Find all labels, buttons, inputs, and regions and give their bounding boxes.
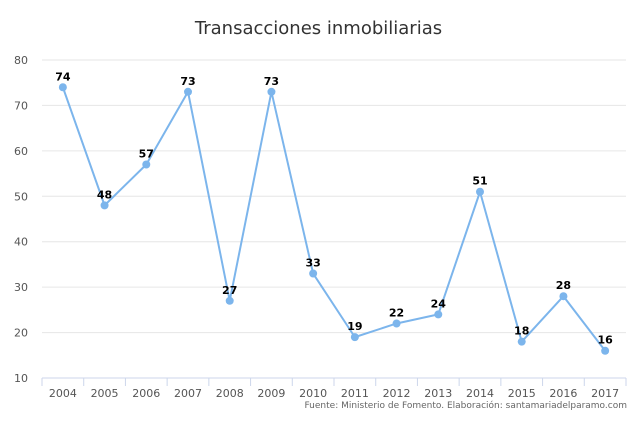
y-tick-label-70: 70 [14, 99, 28, 112]
x-tick-label-2013: 2013 [424, 387, 452, 400]
data-point-2009 [267, 87, 276, 96]
x-tick-label-2016: 2016 [549, 387, 577, 400]
data-point-2007 [184, 87, 192, 96]
series-line [61, 86, 606, 352]
gridlines [42, 59, 626, 334]
x-tick-label-2008: 2008 [216, 387, 244, 400]
data-label-2013: 24 [431, 297, 447, 310]
x-tick-label-2005: 2005 [91, 387, 119, 400]
chart-title: Transacciones inmobiliarias [194, 18, 443, 39]
chart-credit: Fuente: Ministerio de Fomento. Elaboraci… [304, 401, 628, 411]
data-label-2010: 33 [305, 257, 320, 270]
data-label-2011: 19 [347, 320, 362, 333]
data-point-2016 [559, 292, 568, 301]
y-tick-label-10: 10 [14, 372, 28, 385]
x-tick-label-2006: 2006 [132, 387, 160, 400]
data-labels: 74 48 57 73 27 73 33 19 22 24 51 18 28 16 [55, 70, 613, 346]
x-tick-label-2011: 2011 [341, 387, 369, 400]
x-tick-label-2010: 2010 [299, 387, 327, 400]
data-point-2008 [225, 296, 234, 305]
data-label-2008: 27 [222, 284, 237, 297]
x-axis: 2004 2005 2006 2007 2008 2009 2010 2011 2012 2013… [41, 377, 627, 400]
data-point-2005 [100, 201, 109, 210]
x-tick-label-2012: 2012 [383, 387, 411, 400]
y-tick-label-30: 30 [14, 281, 28, 294]
data-point-2013 [434, 310, 443, 319]
data-label-2007: 73 [180, 75, 195, 88]
data-label-2015: 18 [514, 325, 529, 338]
y-tick-label-20: 20 [14, 327, 28, 340]
data-point-2015 [517, 337, 526, 346]
data-label-2014: 51 [472, 175, 487, 188]
data-label-2006: 57 [139, 147, 154, 160]
x-tick-label-2004: 2004 [49, 387, 77, 400]
series [58, 83, 610, 355]
data-label-2004: 74 [55, 70, 71, 83]
x-tick-label-2007: 2007 [174, 387, 202, 400]
data-point-2011 [350, 333, 359, 342]
y-tick-label-80: 80 [14, 54, 28, 67]
y-tick-label-40: 40 [14, 236, 28, 249]
data-point-2004 [58, 83, 67, 92]
data-label-2005: 48 [97, 188, 112, 201]
data-point-2014 [476, 187, 484, 196]
x-tick-label-2009: 2009 [257, 387, 285, 400]
y-axis-ticks: 10 20 30 40 50 60 70 80 [14, 54, 28, 385]
x-tick-label-2017: 2017 [591, 387, 619, 400]
data-label-2016: 28 [556, 279, 571, 292]
data-point-2017 [601, 346, 610, 355]
data-label-2017: 16 [597, 334, 613, 347]
data-point-2012 [392, 319, 401, 328]
data-point-2010 [309, 269, 318, 278]
x-tick-label-2015: 2015 [508, 387, 536, 400]
data-point-2006 [142, 160, 151, 169]
data-label-2009: 73 [264, 75, 279, 88]
x-tick-label-2014: 2014 [466, 387, 494, 400]
data-label-2012: 22 [389, 306, 404, 319]
y-tick-label-50: 50 [14, 190, 28, 203]
y-tick-label-60: 60 [14, 145, 28, 158]
